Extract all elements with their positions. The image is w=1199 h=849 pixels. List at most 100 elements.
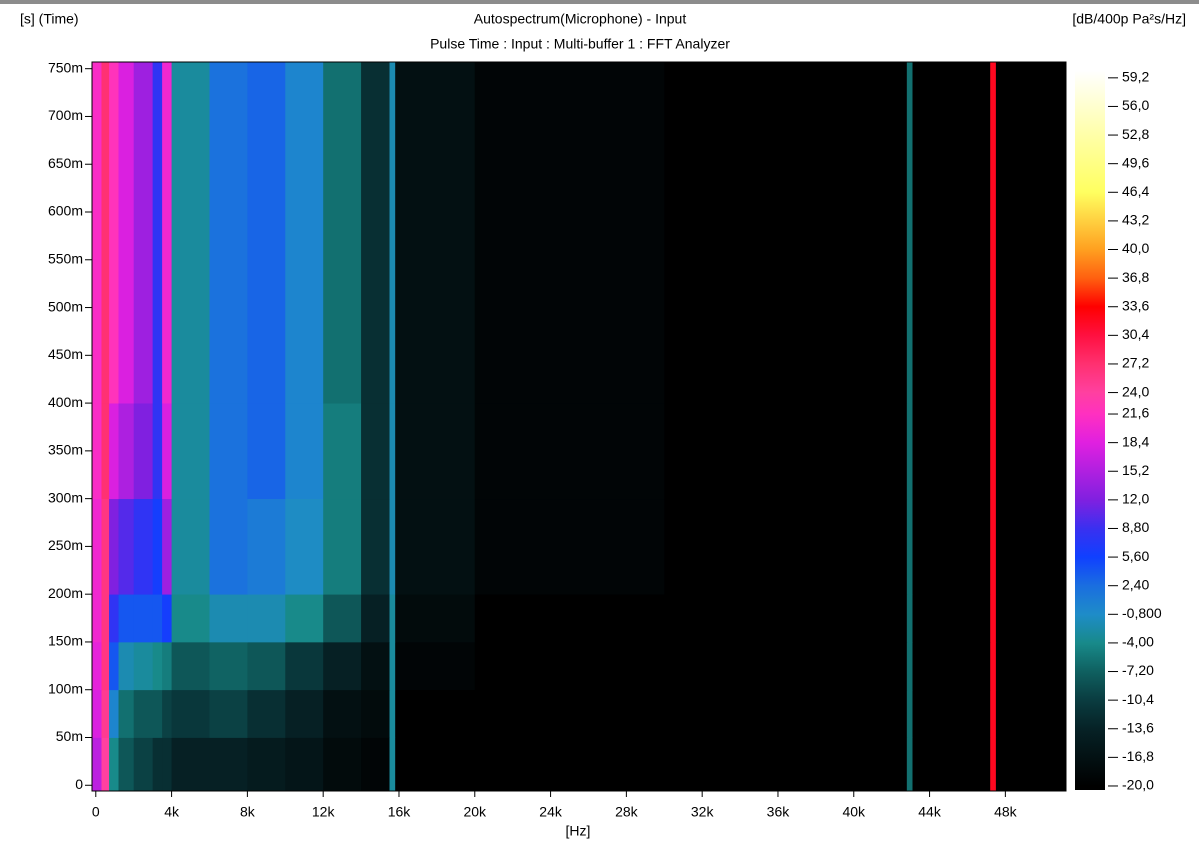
heatmap-cell <box>109 498 119 595</box>
heatmap-cell <box>118 498 135 595</box>
y-tick-label: 750m <box>48 59 83 75</box>
colorbar-tick-label: 2,40 <box>1122 576 1149 592</box>
heatmap-cell <box>118 594 135 643</box>
heatmap-cell <box>101 498 110 595</box>
heatmap-cell <box>109 594 119 643</box>
heatmap-cell <box>118 689 135 738</box>
heatmap-cell <box>995 62 1067 404</box>
heatmap-cell <box>152 737 163 792</box>
heatmap-cell <box>323 641 362 691</box>
heatmap-cell <box>133 498 154 595</box>
heatmap-cell <box>389 498 396 595</box>
x-tick-label: 44k <box>918 804 942 820</box>
y-tick-label: 0 <box>75 776 83 792</box>
heatmap-cell <box>912 498 991 595</box>
heatmap-cell <box>395 62 476 404</box>
heatmap-cell <box>474 403 665 500</box>
y-tick-label: 350m <box>48 442 83 458</box>
heatmap-cell <box>990 498 997 595</box>
heatmap-cell <box>152 594 163 643</box>
heatmap-cell <box>912 737 991 792</box>
heatmap-cell <box>912 641 991 691</box>
heatmap-cell <box>118 403 135 500</box>
heatmap-cell <box>990 641 997 691</box>
x-tick-label: 28k <box>615 804 639 820</box>
heatmap-cell <box>361 689 390 738</box>
y-tick-label: 450m <box>48 346 83 362</box>
heatmap-cell <box>133 737 154 792</box>
colorbar-tick-label: -13,6 <box>1122 719 1154 735</box>
colorbar-tick-label: 24,0 <box>1122 383 1149 399</box>
y-tick-label: 50m <box>56 728 83 744</box>
colorbar-tick-label: 40,0 <box>1122 240 1149 256</box>
x-tick-label: 32k <box>691 804 715 820</box>
heatmap-cell <box>664 689 908 738</box>
y-tick-label: 100m <box>48 680 83 696</box>
heatmap-cell <box>133 62 154 404</box>
heatmap-cell <box>389 403 396 500</box>
colorbar-tick-label: 5,60 <box>1122 548 1149 564</box>
heatmap-cell <box>285 403 324 500</box>
heatmap-cell <box>152 403 163 500</box>
heatmap-cell <box>92 689 102 738</box>
heatmap-cell <box>101 594 110 643</box>
heatmap-cell <box>912 594 991 643</box>
heatmap-cell <box>389 641 396 691</box>
colorbar-tick-label: 59,2 <box>1122 69 1149 85</box>
heatmap-cell <box>92 737 102 792</box>
heatmap-cell <box>906 62 913 404</box>
heatmap-cell <box>247 737 286 792</box>
heatmap-cell <box>209 594 248 643</box>
plot-frame <box>91 61 1067 792</box>
heatmap-cell <box>361 62 390 404</box>
heatmap-cell <box>118 737 135 792</box>
heatmap-cell <box>162 737 172 792</box>
heatmap-cell <box>395 403 476 500</box>
heatmap-cell <box>389 594 396 643</box>
heatmap-cell <box>152 689 163 738</box>
window-border <box>0 0 1199 4</box>
heatmap-cell <box>285 737 324 792</box>
heatmap-cell <box>133 689 154 738</box>
x-tick-label: 0 <box>92 804 100 820</box>
heatmap-cell <box>990 594 997 643</box>
colorbar-tick-label: 8,80 <box>1122 519 1149 535</box>
heatmap-cell <box>247 641 286 691</box>
heatmap-cell <box>101 403 110 500</box>
heatmap-cell <box>323 498 362 595</box>
heatmap-cell <box>389 737 396 792</box>
heatmap-cell <box>209 737 248 792</box>
heatmap-cell <box>133 641 154 691</box>
heatmap-cell <box>247 689 286 738</box>
heatmap-cell <box>152 641 163 691</box>
heatmap-cell <box>990 737 997 792</box>
heatmap-cell <box>323 594 362 643</box>
heatmap-cell <box>171 62 210 404</box>
heatmap-cell <box>152 498 163 595</box>
x-tick-label: 8k <box>240 804 256 820</box>
y-tick-label: 500m <box>48 298 83 314</box>
heatmap-cell <box>995 498 1067 595</box>
heatmap-cell <box>162 403 172 500</box>
heatmap-cell <box>171 641 210 691</box>
heatmap-cell <box>323 403 362 500</box>
heatmap-cell <box>906 498 913 595</box>
heatmap-cell <box>906 737 913 792</box>
heatmap-cell <box>171 498 210 595</box>
heatmap-cell <box>171 737 210 792</box>
heatmap-cell <box>101 62 110 404</box>
heatmap-cell <box>285 62 324 404</box>
y-tick-label: 200m <box>48 585 83 601</box>
heatmap-cell <box>285 689 324 738</box>
heatmap-cell <box>285 594 324 643</box>
colorbar-tick-label: -16,8 <box>1122 748 1154 764</box>
heatmap-cell <box>389 62 396 404</box>
heatmap-cell <box>912 689 991 738</box>
colorbar-tick-label: -10,4 <box>1122 691 1154 707</box>
heatmap-cell <box>101 737 110 792</box>
heatmap-cell <box>118 641 135 691</box>
y-tick-label: 150m <box>48 633 83 649</box>
heatmap-cell <box>209 403 248 500</box>
heatmap-cell <box>171 689 210 738</box>
heatmap-cell <box>162 594 172 643</box>
